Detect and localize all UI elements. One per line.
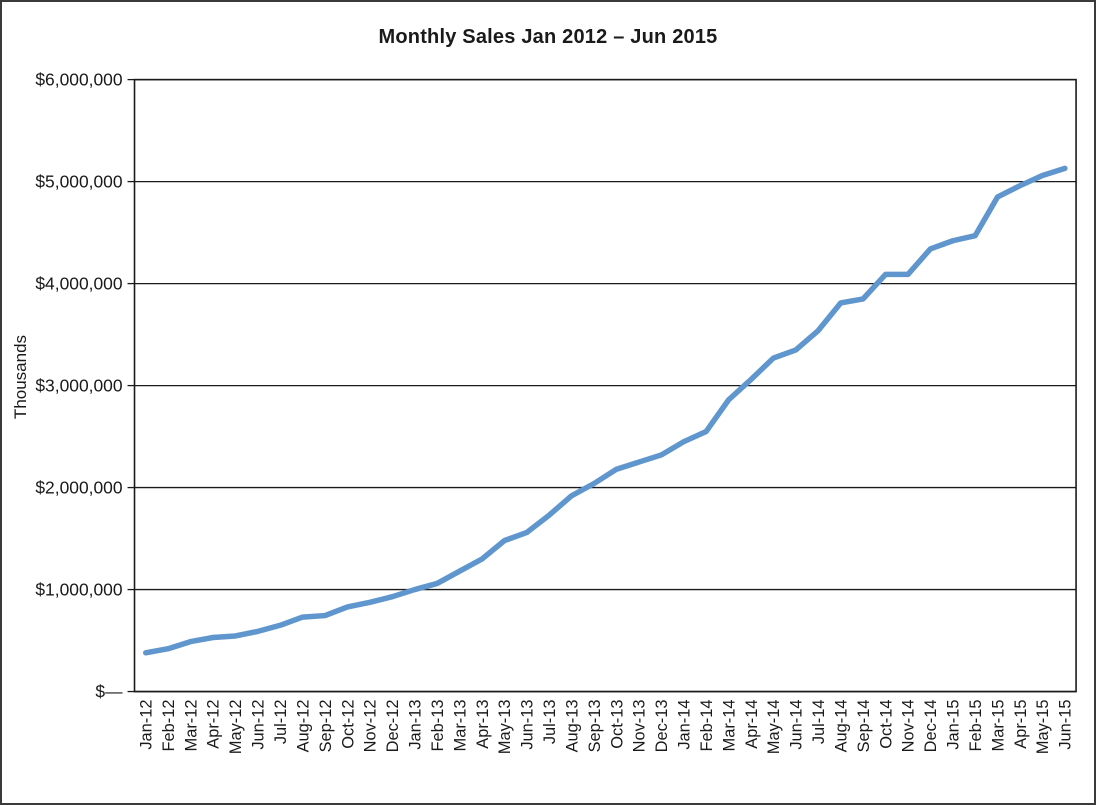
sales-series-line — [142, 165, 1068, 656]
y-tick-label: $2,000,000 — [35, 478, 122, 498]
x-tick-label: Jun-14 — [788, 700, 806, 750]
x-tick-label: Jun-13 — [519, 700, 537, 750]
x-tick-label: Jan-14 — [675, 700, 693, 750]
x-tick-label: Sep-13 — [586, 700, 604, 753]
x-tick-label: Oct-14 — [877, 700, 895, 749]
x-tick-label: Feb-15 — [967, 700, 985, 752]
x-tick-label: May-14 — [765, 700, 783, 755]
x-tick-label: Jul-12 — [272, 700, 290, 745]
x-tick-label: Apr-14 — [743, 700, 761, 749]
x-tick-label: Mar-14 — [720, 700, 738, 752]
x-tick-label: Apr-12 — [205, 700, 223, 749]
x-tick-label: May-12 — [227, 700, 245, 755]
y-tick-label: $— — [95, 682, 123, 702]
x-tick-label: May-13 — [496, 700, 514, 755]
x-tick-label: Jun-15 — [1057, 700, 1075, 750]
x-tick-label: Dec-12 — [384, 700, 402, 753]
x-tick-label: Feb-12 — [160, 700, 178, 752]
x-tick-label: Dec-13 — [653, 700, 671, 753]
x-tick-label: Mar-15 — [989, 700, 1007, 752]
x-tick-label: Aug-12 — [294, 700, 312, 753]
y-tick-label: $3,000,000 — [35, 376, 122, 396]
plot-area-border — [133, 78, 1077, 693]
x-tick-label: Apr-13 — [474, 700, 492, 749]
chart-title: Monthly Sales Jan 2012 – Jun 2015 — [378, 26, 718, 48]
x-tick-label: Sep-14 — [855, 700, 873, 753]
x-tick-label: Aug-14 — [832, 700, 850, 753]
x-tick-label: Sep-12 — [317, 700, 335, 753]
x-tick-label: Feb-14 — [698, 700, 716, 752]
x-tick-label: Jul-14 — [810, 700, 828, 745]
x-tick-label: Mar-12 — [182, 700, 200, 752]
x-tick-label: Dec-14 — [922, 700, 940, 753]
x-tick-label: Nov-13 — [631, 700, 649, 753]
y-tick-label: $1,000,000 — [35, 580, 122, 600]
x-tick-label: Nov-14 — [900, 700, 918, 753]
x-tick-label: Nov-12 — [362, 700, 380, 753]
x-tick-label: Mar-13 — [451, 700, 469, 752]
y-tick-label: $6,000,000 — [35, 70, 122, 90]
x-tick-label: Jul-13 — [541, 700, 559, 745]
x-tick-label: Aug-13 — [563, 700, 581, 753]
x-tick-label: Feb-13 — [429, 700, 447, 752]
x-tick-label: Oct-13 — [608, 700, 626, 749]
y-tick-label: $4,000,000 — [35, 274, 122, 294]
y-tick-label: $5,000,000 — [35, 172, 122, 192]
x-tick-label: Jan-15 — [945, 700, 963, 750]
x-tick-label: Jun-12 — [250, 700, 268, 750]
x-tick-label: Apr-15 — [1012, 700, 1030, 749]
x-tick-label: Jan-13 — [406, 700, 424, 750]
x-tick-label: Jan-12 — [137, 700, 155, 750]
x-tick-label: May-15 — [1034, 700, 1052, 755]
x-tick-label: Oct-12 — [339, 700, 357, 749]
